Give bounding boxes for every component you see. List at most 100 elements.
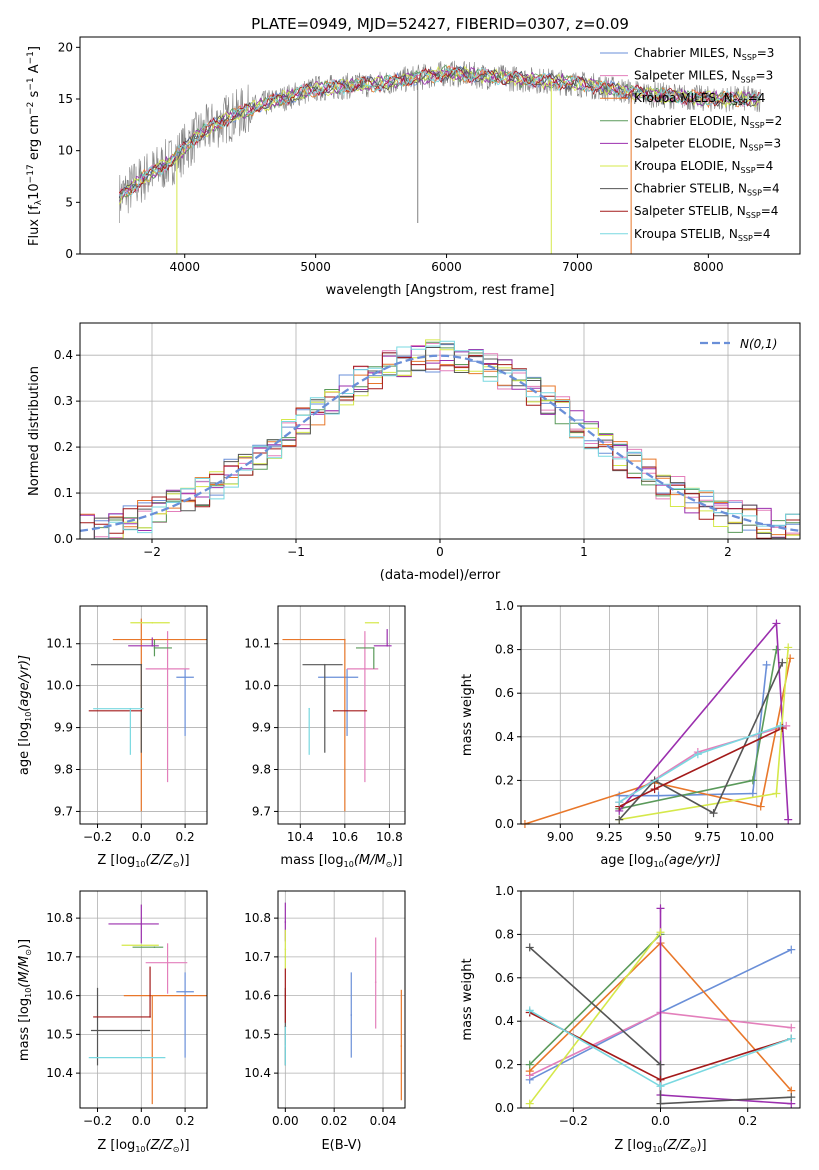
x-tick-label: 10.00 [740, 830, 774, 844]
legend-label-chabrier-stelib: Chabrier STELIB, NSSP=4 [634, 182, 780, 198]
x-tick-label: 0.2 [176, 1114, 195, 1128]
point-marker-kroupa-miles [756, 802, 765, 811]
x-axis-label: Z [log10(Z/Z⊙)] [97, 853, 189, 869]
label-part: =3 [756, 69, 774, 83]
label-part: SSP [741, 166, 756, 175]
axes-frame [79, 322, 801, 540]
series-line-chabrier-elodie [529, 933, 662, 1066]
label-part: =3 [763, 136, 781, 150]
point-marker-salpeter-miles [787, 1023, 796, 1032]
y-tick-label: 10.8 [46, 911, 73, 925]
point-chabrier-stelib [96, 1029, 99, 1032]
figure-title: PLATE=0949, MJD=52427, FIBERID=0307, z=0… [251, 15, 629, 33]
x-tick-label: 0.00 [272, 1114, 299, 1128]
y-tick-label: 10.7 [46, 950, 73, 964]
histogram-kroupa-stelib [80, 340, 800, 539]
point-chabrier-miles [184, 990, 186, 993]
legend-label-salpeter-elodie: Salpeter ELODIE, NSSP=3 [634, 136, 781, 152]
x-tick-label: 8000 [693, 260, 724, 274]
label-part: Salpeter MILES, N [634, 69, 741, 83]
label-part: (M/M [17, 956, 32, 988]
point-chabrier-elodie [153, 946, 156, 948]
axes-frame [79, 890, 208, 1109]
legend-label-kroupa-elodie: Kroupa ELODIE, NSSP=4 [634, 159, 773, 175]
y-tick-label: 0.8 [495, 643, 514, 657]
x-tick-label: 5000 [300, 260, 331, 274]
point-salpeter-elodie [386, 645, 388, 647]
y-tick-label: 10.6 [244, 989, 271, 1003]
point-marker-salpeter-elodie [656, 904, 665, 913]
label-part: Chabrier STELIB, N [634, 182, 747, 196]
series-line-chabrier-miles [619, 664, 768, 797]
label-part: SSP [741, 76, 756, 85]
label-part: mass [log [280, 853, 343, 868]
label-part: (Z/Z [146, 853, 174, 868]
model-spectrum-kroupa-miles [118, 65, 761, 198]
y-axis-label: mass [log10(M/M⊙)] [17, 939, 33, 1061]
y-tick-label: 10.5 [244, 1027, 271, 1041]
label-part: =4 [753, 227, 771, 241]
label-part: λ [34, 199, 44, 205]
x-axis-label: age [log10(age/yr)] [600, 853, 720, 869]
label-part: −1 [26, 77, 36, 90]
subscript: ⊙ [386, 860, 393, 869]
label-part: Z [log [97, 1138, 135, 1153]
y-tick-label: 10.8 [244, 911, 271, 925]
y-tick-label: 0.4 [495, 730, 514, 744]
label-part: (M/M [354, 853, 386, 868]
point-salpeter-elodie [284, 921, 287, 923]
label-part: )] [392, 853, 402, 868]
point-salpeter-elodie [151, 645, 154, 647]
axes-frame [277, 605, 406, 825]
label-part: =4 [762, 182, 780, 196]
subscript: 10 [24, 988, 33, 998]
label-part: Flux [f [27, 205, 42, 246]
point-marker-chabrier-stelib [778, 658, 787, 667]
label-part: =4 [756, 159, 774, 173]
point-kroupa-stelib [129, 707, 132, 710]
label-part: −17 [26, 164, 36, 183]
residual-histogram-panel: −2 −1 0 1 2 0.0 0.1 0.2 0.3 0.4 N(0,1) (data-model)… [27, 322, 801, 583]
y-tick-label: 0.0 [495, 817, 514, 831]
point-kroupa-elodie [284, 948, 287, 950]
x-tick-label: 0.04 [370, 1114, 397, 1128]
label-part: SSP [747, 189, 762, 198]
model-spectrum-chabrier-stelib [118, 65, 761, 199]
y-tick-label: 0.3 [54, 394, 73, 408]
label-part: )] [179, 853, 189, 868]
axes-frame [520, 605, 801, 825]
point-marker-chabrier-stelib [656, 1099, 665, 1108]
label-part: Z [log [97, 853, 135, 868]
point-marker-kroupa-stelib [656, 1082, 665, 1091]
label-part: =4 [748, 91, 766, 105]
point-marker-kroupa-stelib [615, 798, 624, 807]
legend-label-kroupa-miles: Kroupa MILES, NSSP=4 [634, 91, 765, 107]
x-axis-label: E(B-V) [321, 1138, 361, 1153]
subscript: ⊙ [173, 1145, 180, 1154]
legend-label-chabrier-miles: Chabrier MILES, NSSP=3 [634, 46, 774, 62]
x-tick-label: 9.00 [547, 830, 574, 844]
point-kroupa-miles [140, 638, 143, 641]
point-kroupa-miles [151, 994, 154, 997]
point-kroupa-elodie [151, 621, 154, 624]
series-line-kroupa-miles [524, 658, 791, 824]
point-marker-salpeter-elodie [784, 815, 793, 824]
label-part: )] [696, 1138, 706, 1153]
label-part: Z [log [614, 1138, 652, 1153]
point-marker-chabrier-stelib [615, 815, 624, 824]
model-spectrum-chabrier-elodie [118, 64, 761, 201]
point-kroupa-stelib [284, 1045, 287, 1047]
y-tick-label: 5 [65, 195, 73, 209]
x-tick-label: −0.2 [559, 1114, 588, 1128]
x-tick-label: 1 [580, 545, 588, 559]
x-tick-label: 9.75 [694, 830, 721, 844]
x-tick-label: 7000 [562, 260, 593, 274]
label-part: ] [27, 46, 42, 51]
legend-label-salpeter-miles: Salpeter MILES, NSSP=3 [634, 69, 773, 85]
y-tick-label: 10.1 [244, 637, 271, 651]
point-kroupa-stelib [140, 1056, 143, 1059]
y-tick-label: 0.6 [495, 971, 514, 985]
point-salpeter-stelib [140, 710, 143, 712]
x-tick-label: 10.4 [287, 830, 314, 844]
label-part: Kroupa STELIB, N [634, 227, 738, 241]
